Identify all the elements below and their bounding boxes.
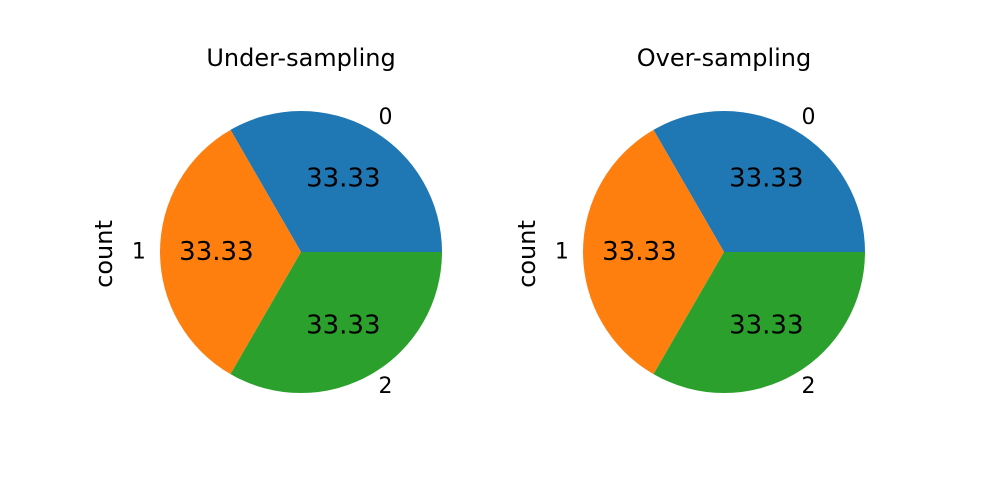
pie-slice-1 [159, 129, 301, 375]
pie-slice-2 [230, 252, 442, 394]
slice-category-label: 1 [555, 240, 569, 265]
pie-chart-over-sampling: Over-sampling count 0 33.33 1 33.33 2 33.33 [513, 44, 865, 399]
pie-slices [159, 110, 442, 394]
chart-title: Over-sampling [637, 44, 811, 72]
slice-value-label: 33.33 [602, 237, 676, 267]
slice-category-label: 0 [379, 105, 393, 130]
slice-category-label: 0 [802, 105, 816, 130]
slice-value-label: 33.33 [729, 164, 803, 194]
pie-labels: 0 33.33 1 33.33 2 33.33 [555, 105, 816, 399]
chart-title: Under-sampling [206, 44, 395, 72]
pie-labels: 0 33.33 1 33.33 2 33.33 [132, 105, 393, 399]
slice-value-label: 33.33 [306, 164, 380, 194]
y-axis-label: count [513, 220, 541, 288]
pie-chart-under-sampling: Under-sampling count 0 33.33 1 33.33 2 33.33 [90, 44, 442, 399]
pie-slice-1 [582, 129, 724, 375]
pie-slice-2 [653, 252, 865, 394]
y-axis-label: count [90, 220, 118, 288]
slice-category-label: 1 [132, 240, 146, 265]
pie-slice-0 [653, 110, 865, 253]
slice-category-label: 2 [379, 374, 393, 399]
pie-slices [582, 110, 865, 394]
slice-category-label: 2 [802, 374, 816, 399]
slice-value-label: 33.33 [179, 237, 253, 267]
pie-slice-0 [230, 110, 442, 252]
slice-value-label: 33.33 [306, 310, 380, 340]
slice-value-label: 33.33 [729, 310, 803, 340]
